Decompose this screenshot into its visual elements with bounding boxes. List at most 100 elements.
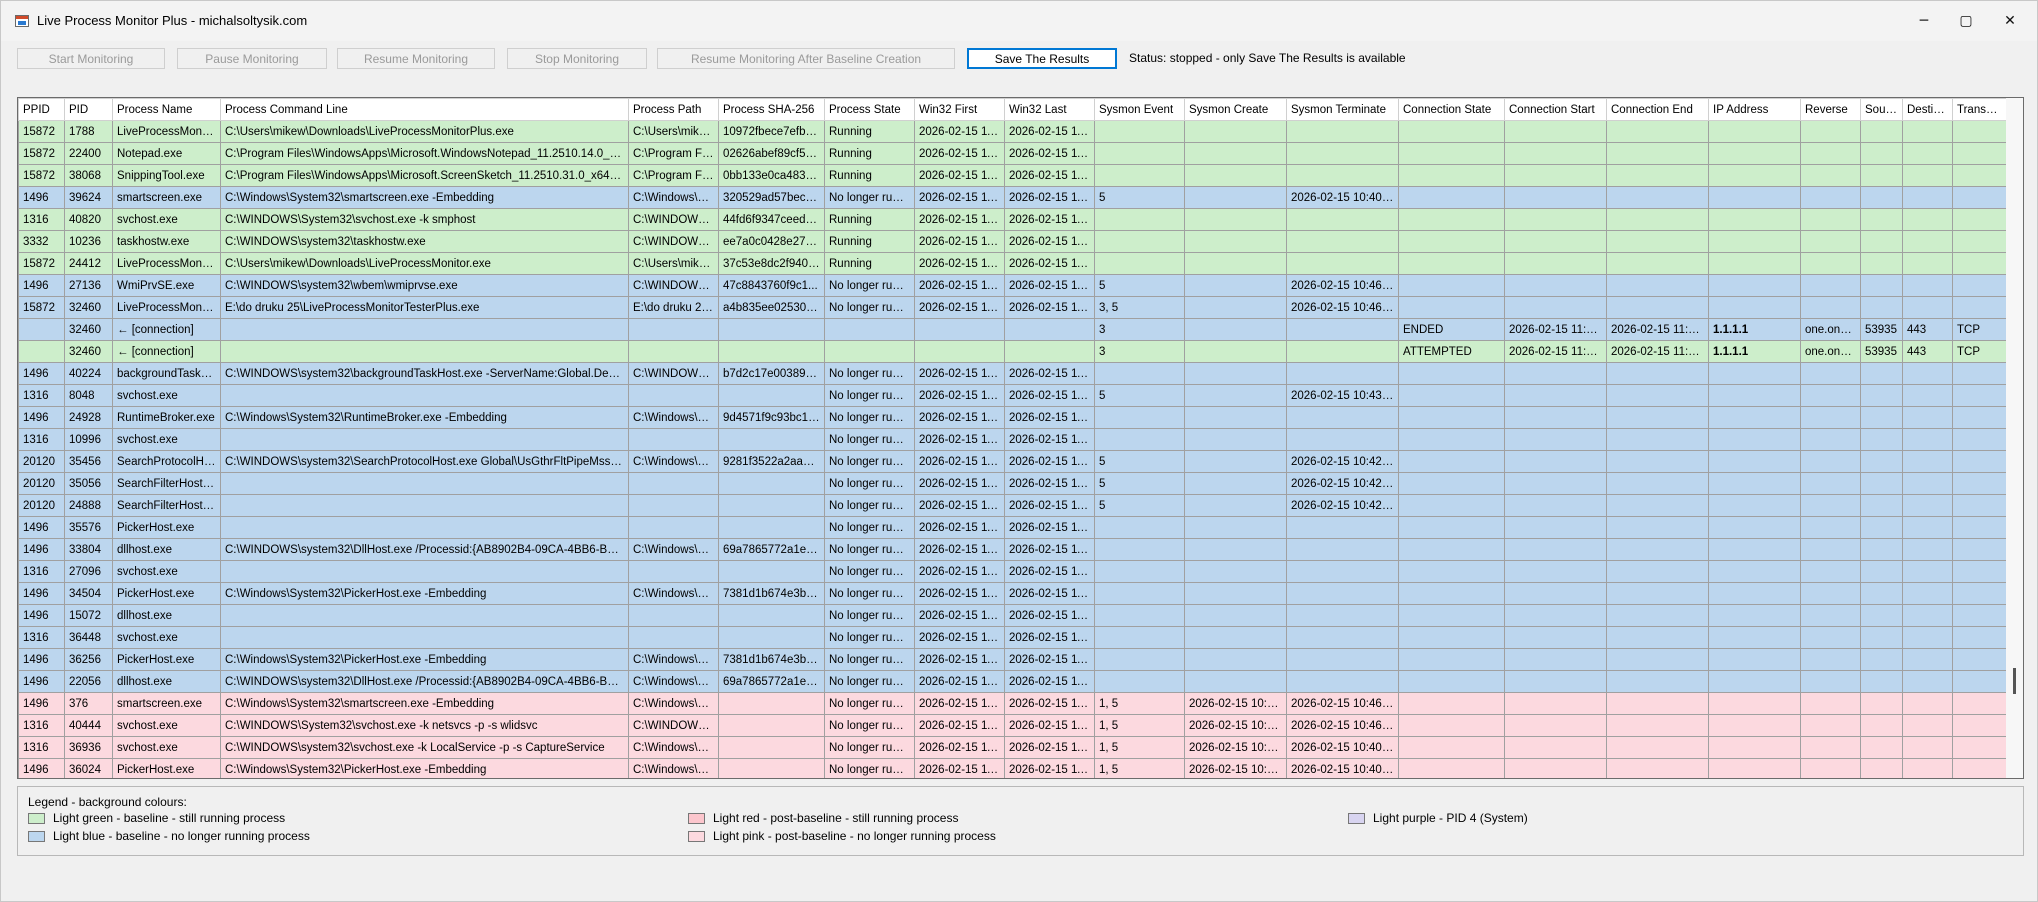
table-cell	[1952, 692, 2007, 715]
table-row[interactable]: 3332 10236 taskhostw.exe C:\WINDOWS\system3…	[18, 230, 2007, 253]
table-row[interactable]: 1316 8048 svchost.exe No longer runni... 202…	[18, 384, 2007, 407]
column-header[interactable]: Process State	[824, 98, 915, 121]
column-header[interactable]: Reverse	[1800, 98, 1861, 121]
table-row[interactable]: 1496 36256 PickerHost.exe C:\Windows\System…	[18, 648, 2007, 671]
table-row[interactable]: 15872 22400 Notepad.exe C:\Program Files\Wi…	[18, 142, 2007, 165]
column-header[interactable]: Process Name	[112, 98, 221, 121]
table-row[interactable]: 1496 35576 PickerHost.exe No longer runni..…	[18, 516, 2007, 539]
table-row[interactable]: 1316 36448 svchost.exe No longer runni... 20…	[18, 626, 2007, 649]
table-cell: 5	[1094, 494, 1185, 517]
scroll-thumb[interactable]	[2013, 668, 2016, 694]
column-header[interactable]: Connection State	[1398, 98, 1505, 121]
table-cell	[1504, 516, 1607, 539]
table-cell: No longer runni...	[824, 296, 915, 319]
column-header[interactable]: Sysmon Event	[1094, 98, 1185, 121]
save-results-button[interactable]: Save The Results	[967, 48, 1117, 69]
table-cell: 2026-02-15 11:...	[1004, 736, 1095, 759]
table-cell: No longer runni...	[824, 516, 915, 539]
table-row[interactable]: 32460 ← [connection] 3 ATTEMPTED 2026-02-15…	[18, 340, 2007, 363]
column-header[interactable]: Connection End	[1606, 98, 1709, 121]
column-header[interactable]: Sysmon Create	[1184, 98, 1287, 121]
table-cell: No longer runni...	[824, 714, 915, 737]
column-header[interactable]: Source	[1860, 98, 1903, 121]
table-row[interactable]: 15872 1788 LiveProcessMonito... C:\Users\mi…	[18, 120, 2007, 143]
vertical-scrollbar[interactable]	[2006, 98, 2023, 778]
table-row[interactable]: 20120 35056 SearchFilterHost.exe No longer …	[18, 472, 2007, 495]
table-cell: 1496	[18, 362, 65, 385]
toolbar: Start Monitoring Pause Monitoring Resume…	[1, 45, 2037, 71]
column-header[interactable]: Transport	[1952, 98, 2007, 121]
table-row[interactable]: 15872 38068 SnippingTool.exe C:\Program Fil…	[18, 164, 2007, 187]
column-header[interactable]: Win32 First	[914, 98, 1005, 121]
column-header[interactable]: Connection Start	[1504, 98, 1607, 121]
table-cell: 2026-02-15 11:...	[914, 758, 1005, 778]
table-cell	[718, 384, 825, 407]
legend-label: Light purple - PID 4 (System)	[1373, 811, 1528, 825]
table-cell: 443	[1902, 340, 1953, 363]
legend-item-light-green: Light green - baseline - still running p…	[28, 811, 285, 825]
table-row[interactable]: 1496 376 smartscreen.exe C:\Windows\System3…	[18, 692, 2007, 715]
table-row[interactable]: 1496 36024 PickerHost.exe C:\Windows\System…	[18, 758, 2007, 778]
column-header[interactable]: PPID	[18, 98, 65, 121]
process-grid[interactable]: PPID PID Process Name Process Command Line P…	[17, 97, 2024, 779]
table-cell: No longer runni...	[824, 384, 915, 407]
table-row[interactable]: 1316 36936 svchost.exe C:\WINDOWS\system32\…	[18, 736, 2007, 759]
resume-after-baseline-button[interactable]: Resume Monitoring After Baseline Creatio…	[657, 48, 955, 69]
table-cell: C:\Users\mikew\Downloads\LiveProcessMoni…	[220, 120, 629, 143]
table-cell: 2026-02-15 11:...	[1004, 186, 1095, 209]
table-row[interactable]: 1316 10996 svchost.exe No longer runni... 20…	[18, 428, 2007, 451]
table-row[interactable]: 1496 27136 WmiPrvSE.exe C:\WINDOWS\system32…	[18, 274, 2007, 297]
column-header[interactable]: Process Path	[628, 98, 719, 121]
table-row[interactable]: 1316 40820 svchost.exe C:\WINDOWS\System32\…	[18, 208, 2007, 231]
start-monitoring-button[interactable]: Start Monitoring	[17, 48, 165, 69]
table-cell: C:\Users\mikew\Downloads\LiveProcessMoni…	[220, 252, 629, 275]
table-row[interactable]: 1316 27096 svchost.exe No longer runni... 20…	[18, 560, 2007, 583]
close-icon[interactable]: ✕	[2004, 13, 2016, 29]
table-row[interactable]: 1496 34504 PickerHost.exe C:\Windows\System…	[18, 582, 2007, 605]
table-cell	[1606, 714, 1709, 737]
column-header[interactable]: IP Address	[1708, 98, 1801, 121]
column-header[interactable]: Destinati	[1902, 98, 1953, 121]
column-header[interactable]: Process Command Line	[220, 98, 629, 121]
column-header[interactable]: PID	[64, 98, 113, 121]
table-row[interactable]: 15872 32460 LiveProcessMonito... E:\do druk…	[18, 296, 2007, 319]
table-cell: 2026-02-15 11:...	[1004, 538, 1095, 561]
table-row[interactable]: 1496 15072 dllhost.exe No longer runni... 20…	[18, 604, 2007, 627]
table-cell: LiveProcessMonito...	[112, 296, 221, 319]
table-cell	[1504, 428, 1607, 451]
table-cell	[718, 516, 825, 539]
table-cell: 22400	[64, 142, 113, 165]
table-row[interactable]: 1496 24928 RuntimeBroker.exe C:\Windows\Sys…	[18, 406, 2007, 429]
minimize-icon[interactable]: ─	[1919, 13, 1929, 29]
table-cell	[1800, 296, 1861, 319]
table-row[interactable]: 1496 33804 dllhost.exe C:\WINDOWS\system32\…	[18, 538, 2007, 561]
pause-monitoring-button[interactable]: Pause Monitoring	[177, 48, 327, 69]
legend-label: Light blue - baseline - no longer runnin…	[53, 829, 310, 843]
table-row[interactable]: 1496 39624 smartscreen.exe C:\Windows\Syste…	[18, 186, 2007, 209]
table-cell	[1902, 560, 1953, 583]
table-row[interactable]: 32460 ← [connection] 3 ENDED 2026-02-15 11:…	[18, 318, 2007, 341]
column-header[interactable]: Win32 Last	[1004, 98, 1095, 121]
table-row[interactable]: 1496 22056 dllhost.exe C:\WINDOWS\system32\…	[18, 670, 2007, 693]
table-cell: 2026-02-15 11:43...	[1606, 340, 1709, 363]
table-cell	[1606, 384, 1709, 407]
table-row[interactable]: 1496 40224 backgroundTaskH... C:\WINDOWS\sy…	[18, 362, 2007, 385]
table-cell: No longer runni...	[824, 538, 915, 561]
table-row[interactable]: 15872 24412 LiveProcessMonito... C:\Users\m…	[18, 252, 2007, 275]
stop-monitoring-button[interactable]: Stop Monitoring	[507, 48, 647, 69]
table-cell	[1860, 450, 1903, 473]
table-cell: ENDED	[1398, 318, 1505, 341]
maximize-icon[interactable]: ▢	[1959, 13, 1973, 29]
table-cell	[1184, 142, 1287, 165]
table-cell: 22056	[64, 670, 113, 693]
resume-monitoring-button[interactable]: Resume Monitoring	[337, 48, 495, 69]
table-cell	[628, 516, 719, 539]
table-row[interactable]: 20120 24888 SearchFilterHost.exe No longer …	[18, 494, 2007, 517]
table-cell: 1496	[18, 274, 65, 297]
column-header[interactable]: Sysmon Terminate	[1286, 98, 1399, 121]
table-cell: No longer runni...	[824, 186, 915, 209]
table-row[interactable]: 1316 40444 svchost.exe C:\WINDOWS\System32\…	[18, 714, 2007, 737]
column-header[interactable]: Process SHA-256	[718, 98, 825, 121]
table-row[interactable]: 20120 35456 SearchProtocolHo... C:\WINDOWS\…	[18, 450, 2007, 473]
table-cell: 2026-02-15 10:42:50	[1286, 494, 1399, 517]
